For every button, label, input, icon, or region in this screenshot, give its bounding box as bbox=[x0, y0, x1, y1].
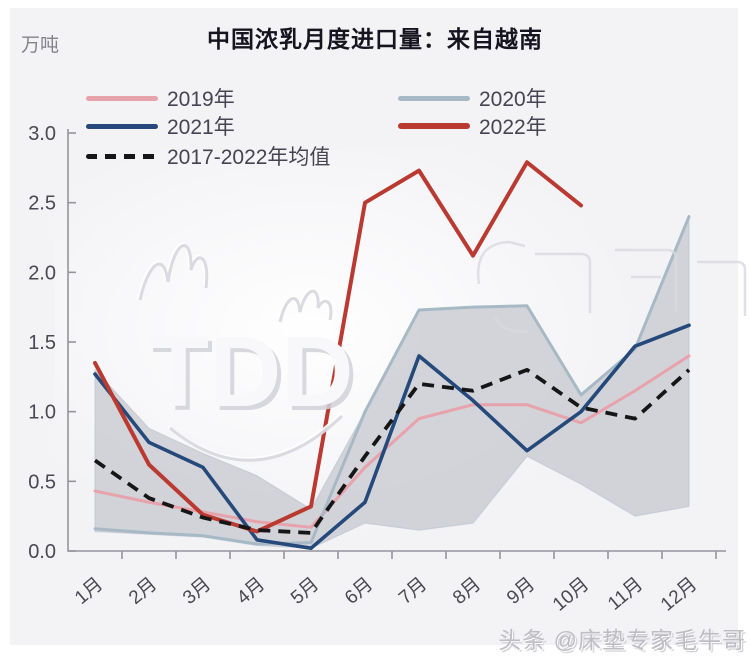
legend-label: 2020年 bbox=[479, 88, 547, 111]
footer-watermark-text: 头条 @床垫专家毛牛哥 bbox=[498, 627, 746, 653]
legend-label: 2022年 bbox=[479, 116, 547, 139]
x-tick-label: 11月 bbox=[604, 574, 647, 615]
x-tick-label: 3月 bbox=[179, 574, 215, 609]
series-line-2022年 bbox=[93, 160, 583, 534]
x-tick-label: 7月 bbox=[395, 574, 431, 609]
legend-item-2022年: 2022年 bbox=[398, 113, 547, 139]
legend-item-2020年: 2020年 bbox=[398, 85, 547, 111]
series-line-2019年 bbox=[93, 354, 691, 529]
series-line-2021年 bbox=[93, 323, 691, 551]
x-tick-label: 5月 bbox=[287, 574, 323, 609]
legend-item-2019年: 2019年 bbox=[86, 85, 235, 111]
legend-item-2021年: 2021年 bbox=[86, 113, 235, 139]
legend-item-2017-2022年均值: 2017-2022年均值 bbox=[86, 143, 330, 169]
x-tick-label: 6月 bbox=[341, 574, 377, 609]
x-tick-label: 12月 bbox=[657, 574, 701, 616]
x-tick-label: 8月 bbox=[449, 574, 485, 609]
legend-label: 2019年 bbox=[167, 88, 235, 111]
y-tick-label: 1.5 bbox=[28, 332, 56, 354]
y-tick-label: 0.0 bbox=[28, 541, 56, 563]
x-tick-label: 10月 bbox=[549, 574, 593, 616]
legend-label: 2017-2022年均值 bbox=[167, 146, 331, 169]
y-tick-label: 0.5 bbox=[28, 471, 56, 493]
legend-swatch-2019年 bbox=[86, 95, 158, 101]
legend-swatch-2017-2022年均值 bbox=[86, 153, 158, 159]
x-tick-label: 1月 bbox=[71, 574, 107, 609]
legend-swatch-2022年 bbox=[398, 123, 470, 129]
legend-swatch-2020年 bbox=[398, 95, 470, 101]
series-line-2020年 bbox=[93, 215, 691, 546]
y-tick-label: 1.0 bbox=[28, 402, 56, 424]
x-tick-label: 2月 bbox=[125, 574, 161, 609]
legend-swatch-2021年 bbox=[86, 123, 158, 129]
y-tick-label: 2.5 bbox=[28, 193, 56, 215]
x-tick-label: 9月 bbox=[503, 574, 539, 609]
y-tick-label: 2.0 bbox=[28, 262, 56, 284]
y-tick-label: 3.0 bbox=[28, 123, 56, 145]
y-axis-unit-label: 万吨 bbox=[21, 35, 60, 56]
x-tick-label: 4月 bbox=[233, 574, 269, 609]
series-line-2017-2022年均值 bbox=[93, 367, 691, 535]
legend-label: 2021年 bbox=[167, 116, 235, 139]
chart-title: 中国浓乳月度进口量：来自越南 bbox=[207, 26, 543, 52]
